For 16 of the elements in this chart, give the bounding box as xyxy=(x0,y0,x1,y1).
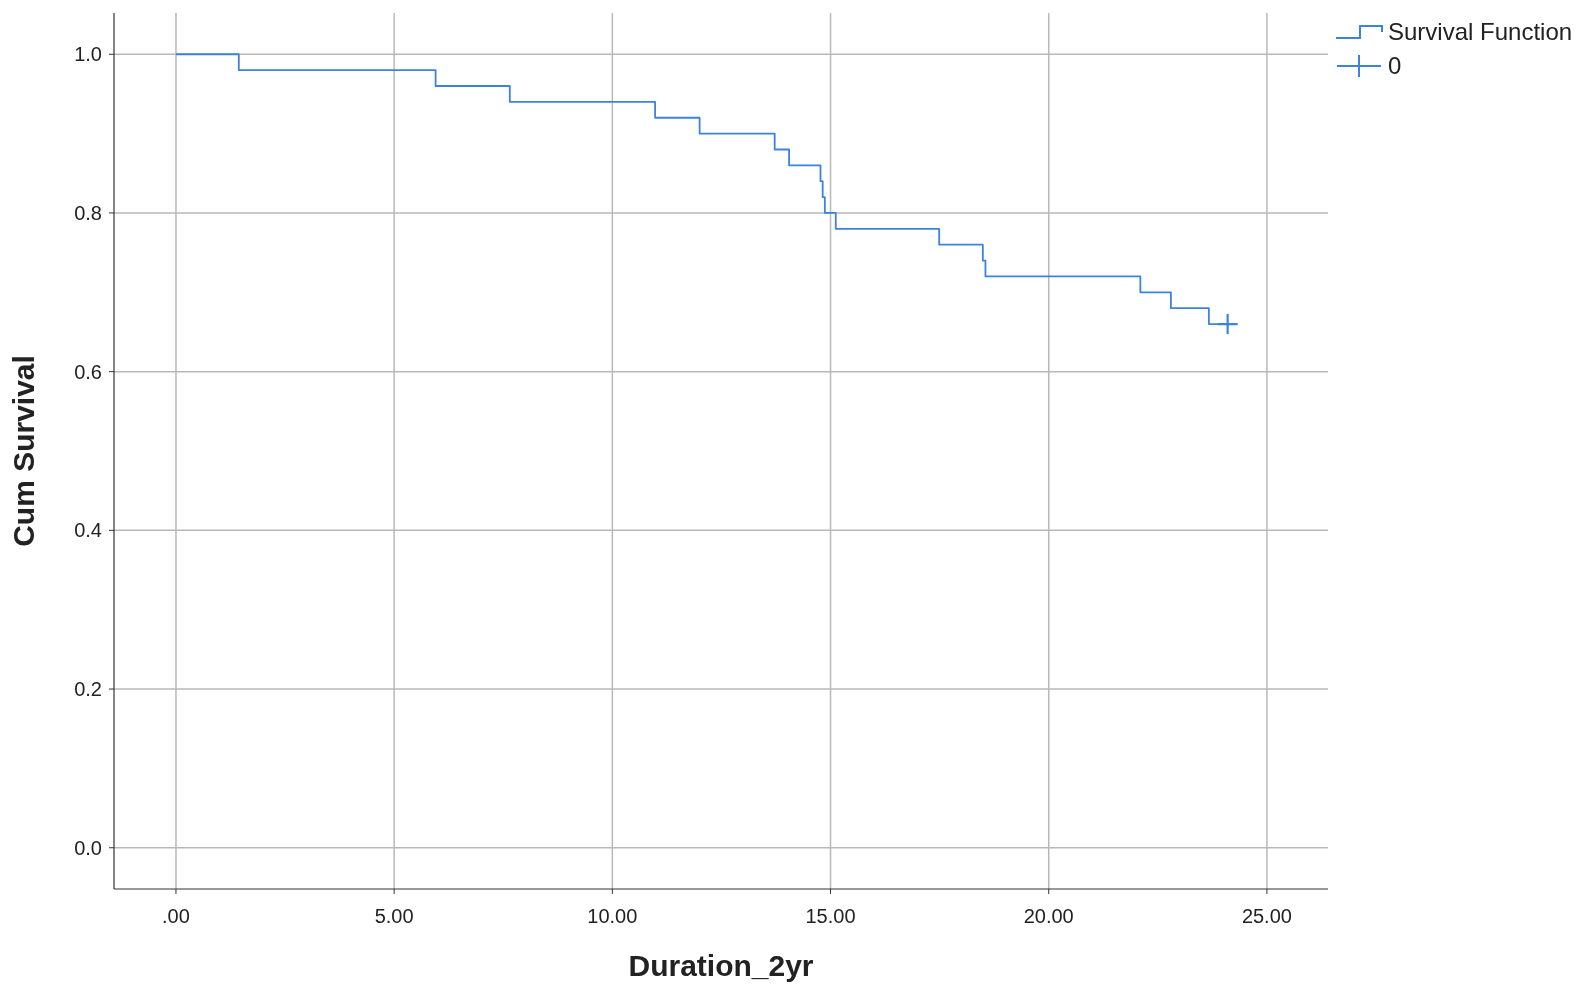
y-tick-label: 0.8 xyxy=(74,201,102,224)
y-axis-title: Cum Survival xyxy=(7,355,40,547)
x-tick-label: .00 xyxy=(162,905,190,927)
x-tick-label: 10.00 xyxy=(587,905,638,927)
x-axis-title: Duration_2yr xyxy=(628,949,814,982)
y-tick-label: 1.0 xyxy=(74,43,102,66)
x-tick-label: 20.00 xyxy=(1023,905,1074,927)
y-tick-label: 0.2 xyxy=(74,678,102,701)
y-tick-label: 0.4 xyxy=(74,519,102,542)
y-tick-label: 0.6 xyxy=(74,360,102,383)
legend-label: 0 xyxy=(1388,52,1402,80)
legend-label: Survival Function xyxy=(1388,18,1573,46)
x-tick-label: 15.00 xyxy=(805,905,856,927)
x-tick-label: 25.00 xyxy=(1241,905,1292,927)
y-tick-label: 0.0 xyxy=(74,836,102,859)
x-tick-label: 5.00 xyxy=(374,905,414,927)
